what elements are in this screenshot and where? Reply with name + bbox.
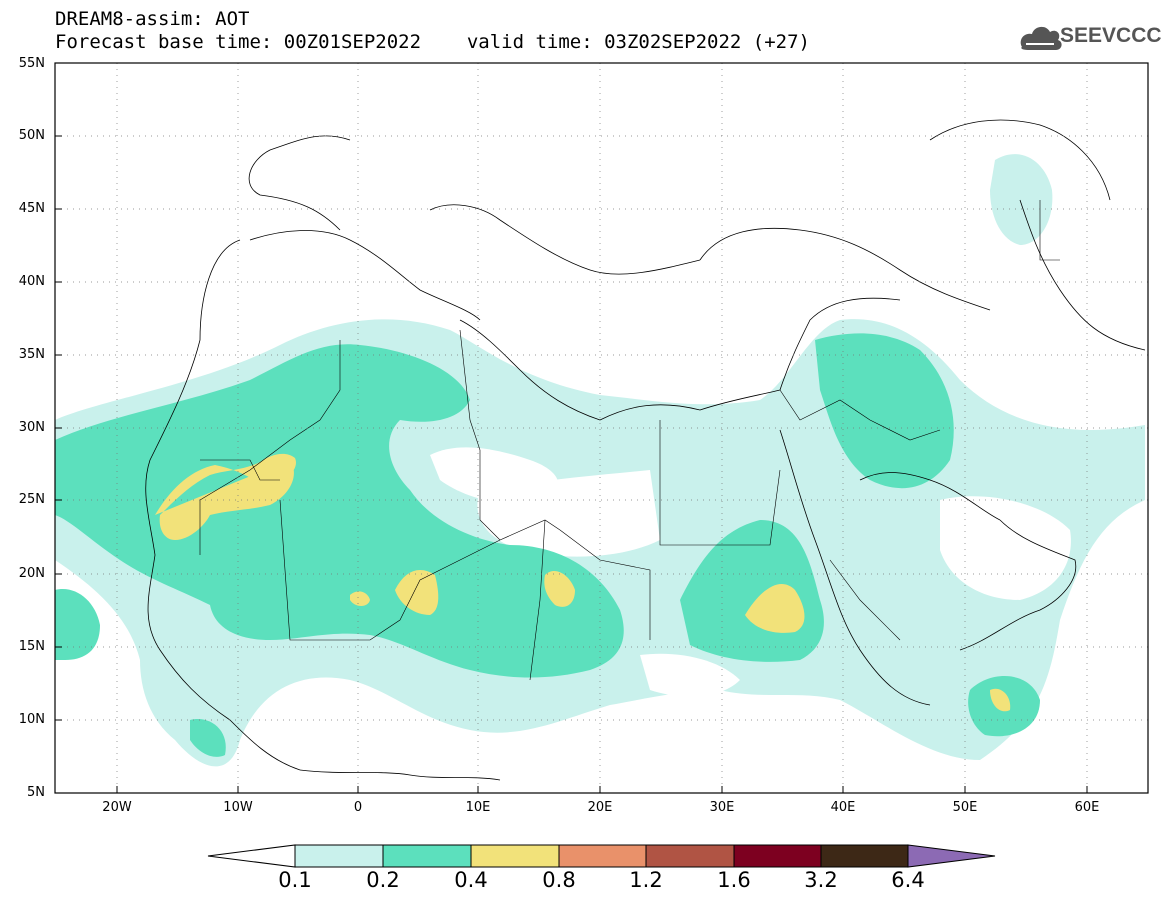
aot-mid-region bbox=[55, 589, 100, 660]
colorbar-label: 1.6 bbox=[717, 868, 751, 892]
colorbar-label: 6.4 bbox=[891, 868, 925, 892]
lat-label: 5N bbox=[27, 785, 45, 800]
lat-label: 55N bbox=[18, 56, 45, 71]
lon-label: 10E bbox=[465, 800, 491, 815]
lat-label: 45N bbox=[18, 201, 45, 216]
map-title: DREAM8-assim: AOT bbox=[55, 8, 250, 30]
colorbar bbox=[207, 844, 996, 868]
colorbar-bin bbox=[382, 844, 472, 868]
lat-label: 10N bbox=[18, 712, 45, 727]
aot-clear-region bbox=[477, 470, 660, 557]
colorbar-bin bbox=[558, 844, 647, 868]
aot-high-region bbox=[350, 591, 370, 606]
aot-clear-region bbox=[640, 653, 740, 697]
lon-label: 60E bbox=[1074, 800, 1100, 815]
colorbar-bin bbox=[294, 844, 384, 868]
lon-label: 40E bbox=[830, 800, 856, 815]
lat-label: 15N bbox=[18, 639, 45, 654]
aot-high-region bbox=[155, 453, 296, 540]
aot-mid-region bbox=[815, 333, 954, 489]
aot-high-region bbox=[395, 570, 439, 615]
aot-clear-region bbox=[940, 496, 1071, 600]
lat-label: 30N bbox=[18, 420, 45, 435]
valid-time: valid time: 03Z02SEP2022 (+27) bbox=[466, 31, 810, 53]
colorbar-under-arrow bbox=[207, 844, 296, 868]
colorbar-label: 0.8 bbox=[542, 868, 576, 892]
aot-high-region bbox=[990, 688, 1011, 712]
aot-field bbox=[55, 154, 1145, 767]
lon-label: 10W bbox=[223, 800, 253, 815]
seevccc-logo-icon bbox=[1020, 26, 1062, 50]
colorbar-label: 3.2 bbox=[804, 868, 838, 892]
colorbar-label: 1.2 bbox=[629, 868, 663, 892]
axis-ticks bbox=[55, 135, 1088, 793]
aot-mid-region bbox=[55, 344, 624, 678]
graticule bbox=[55, 63, 1148, 793]
colorbar-label: 0.1 bbox=[278, 868, 312, 892]
lon-label: 50E bbox=[952, 800, 978, 815]
lon-label: 20W bbox=[102, 800, 132, 815]
coastlines bbox=[145, 119, 1146, 781]
aot-high-region bbox=[544, 570, 575, 607]
colorbar-bin bbox=[820, 844, 909, 868]
lat-label: 20N bbox=[18, 566, 45, 581]
country-borders bbox=[199, 200, 1060, 681]
colorbar-over-arrow bbox=[907, 844, 996, 868]
lat-label: 50N bbox=[18, 128, 45, 143]
aot-mid-region bbox=[190, 719, 226, 757]
aot-high-region bbox=[745, 584, 805, 633]
colorbar-label: 0.2 bbox=[366, 868, 400, 892]
time-info: Forecast base time: 00Z01SEP2022 valid t… bbox=[55, 32, 810, 52]
colorbar-bin bbox=[733, 844, 822, 868]
colorbar-bin bbox=[645, 844, 735, 868]
lat-label: 35N bbox=[18, 347, 45, 362]
aot-low-region bbox=[990, 154, 1053, 245]
lat-label: 25N bbox=[18, 492, 45, 507]
colorbar-label: 0.4 bbox=[454, 868, 488, 892]
colorbar-bin bbox=[470, 844, 560, 868]
base-time: Forecast base time: 00Z01SEP2022 bbox=[55, 31, 422, 53]
lon-label: 20E bbox=[587, 800, 613, 815]
logo-text: SEEVCCC bbox=[1060, 24, 1162, 47]
lat-label: 40N bbox=[18, 274, 45, 289]
lon-label: 30E bbox=[709, 800, 735, 815]
lon-label: 0 bbox=[353, 800, 363, 815]
